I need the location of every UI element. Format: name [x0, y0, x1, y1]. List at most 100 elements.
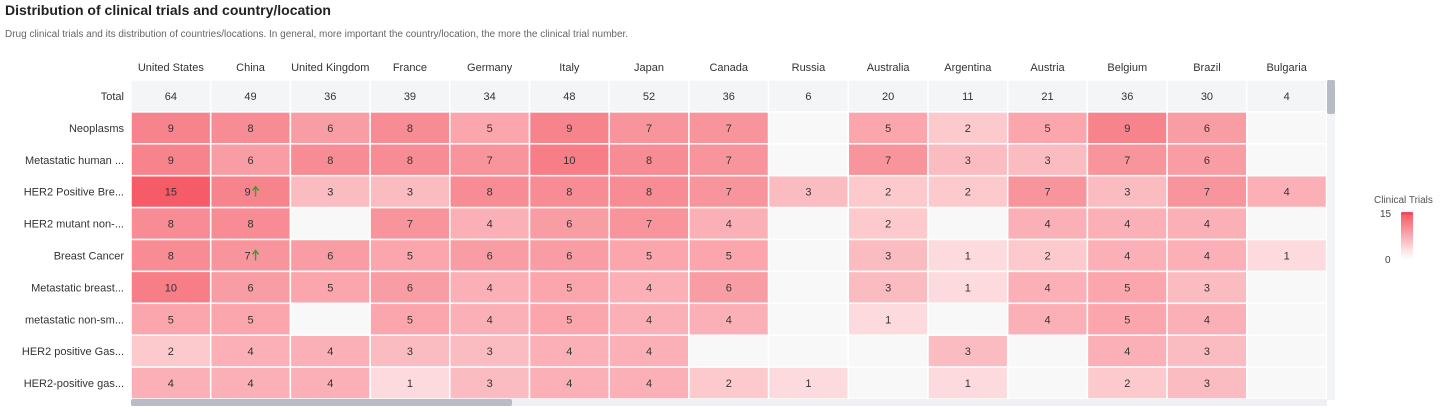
row-label[interactable]: metastatic non-sm...: [25, 314, 124, 326]
cell-value: 4: [646, 378, 652, 390]
row-label[interactable]: HER2-positive gas...: [24, 378, 124, 390]
cell-value: 8: [247, 219, 253, 231]
heatmap-cell[interactable]: [769, 271, 849, 303]
column-header[interactable]: Canada: [709, 62, 748, 74]
heatmap-cell[interactable]: [1247, 335, 1327, 367]
heatmap-cell[interactable]: [1247, 367, 1327, 399]
row-label[interactable]: Neoplasms: [69, 123, 125, 135]
cell-value: 4: [1044, 219, 1050, 231]
heatmap-cell[interactable]: [769, 240, 849, 272]
horizontal-scrollbar-thumb[interactable]: [131, 399, 512, 406]
total-cell-value: 11: [962, 91, 973, 103]
column-header[interactable]: Italy: [559, 62, 580, 74]
cell-value: 7: [1124, 155, 1130, 167]
row-label[interactable]: Metastatic breast...: [31, 282, 124, 294]
cell-value: 1: [965, 282, 971, 294]
column-header[interactable]: Brazil: [1193, 62, 1221, 74]
column-header[interactable]: Russia: [792, 62, 827, 74]
cell-value: 2: [965, 123, 971, 135]
cell-value: 5: [1124, 314, 1130, 326]
heatmap-cell[interactable]: [1247, 271, 1327, 303]
vertical-scrollbar-thumb[interactable]: [1327, 80, 1335, 114]
cell-value: 8: [487, 187, 493, 199]
heatmap-cell[interactable]: [290, 208, 370, 240]
row-label[interactable]: Metastatic human ...: [25, 155, 124, 167]
column-header[interactable]: France: [393, 62, 427, 74]
heatmap-cell[interactable]: [769, 208, 849, 240]
cell-value: 4: [1204, 219, 1210, 231]
cell-value: 6: [1204, 155, 1210, 167]
cell-value: 6: [327, 250, 333, 262]
cell-value: 8: [646, 187, 652, 199]
total-cell-value: 64: [165, 91, 177, 103]
heatmap-cell[interactable]: [1247, 112, 1327, 144]
heatmap-cell[interactable]: [769, 303, 849, 335]
cell-value: 6: [247, 155, 253, 167]
heatmap-cell[interactable]: [1247, 144, 1327, 176]
cell-value: 5: [885, 123, 891, 135]
column-header[interactable]: Japan: [634, 62, 664, 74]
heatmap-cell[interactable]: [928, 208, 1008, 240]
cell-value: 4: [566, 346, 572, 358]
total-cell-value: 21: [1041, 91, 1053, 103]
cell-value: 1: [965, 250, 971, 262]
cell-value: 1: [885, 314, 891, 326]
heatmap-cell[interactable]: [928, 303, 1008, 335]
cell-value: 7: [726, 187, 732, 199]
heatmap-cell[interactable]: [848, 367, 928, 399]
row-label[interactable]: Breast Cancer: [54, 250, 125, 262]
cell-value: 6: [566, 219, 572, 231]
column-header[interactable]: China: [236, 62, 266, 74]
cell-value: 10: [165, 282, 177, 294]
cell-value: 5: [1124, 282, 1130, 294]
total-cell-value: 48: [563, 91, 575, 103]
heatmap-cell[interactable]: [769, 112, 849, 144]
total-cell-value: 4: [1284, 91, 1290, 103]
row-label[interactable]: HER2 mutant non-...: [24, 219, 124, 231]
heatmap-cell[interactable]: [1008, 335, 1088, 367]
cell-value: 5: [566, 314, 572, 326]
cell-value: 7: [726, 155, 732, 167]
cell-value: 6: [407, 282, 413, 294]
column-header[interactable]: Belgium: [1107, 62, 1147, 74]
heatmap-cell[interactable]: [769, 335, 849, 367]
heatmap-cell[interactable]: [689, 335, 769, 367]
cell-value: 4: [1124, 250, 1130, 262]
column-header[interactable]: Germany: [467, 62, 513, 74]
heatmap-cell[interactable]: [1247, 303, 1327, 335]
cell-value: 9: [566, 123, 572, 135]
cell-value: 1: [407, 378, 413, 390]
cell-value: 8: [247, 123, 253, 135]
cell-value: 4: [726, 219, 732, 231]
cell-value: 6: [487, 250, 493, 262]
heatmap-cell[interactable]: [290, 303, 370, 335]
row-label[interactable]: HER2 Positive Bre...: [24, 187, 124, 199]
cell-value: 4: [1204, 314, 1210, 326]
column-header[interactable]: Australia: [867, 62, 911, 74]
column-header[interactable]: Austria: [1030, 62, 1065, 74]
cell-value: 7: [646, 219, 652, 231]
column-header[interactable]: Bulgaria: [1266, 62, 1307, 74]
cell-value: 8: [407, 123, 413, 135]
heatmap-cell[interactable]: [769, 144, 849, 176]
column-header[interactable]: Argentina: [944, 62, 992, 74]
cell-value: 5: [407, 250, 413, 262]
heatmap-cell[interactable]: [1247, 208, 1327, 240]
cell-value: 3: [487, 346, 493, 358]
cell-value: 4: [247, 346, 253, 358]
column-header[interactable]: United States: [138, 62, 205, 74]
heatmap-cell[interactable]: [1008, 367, 1088, 399]
legend-range-handle[interactable]: [1401, 212, 1413, 215]
heatmap-cell[interactable]: [848, 335, 928, 367]
total-cell-value: 49: [244, 91, 256, 103]
vertical-scrollbar-track[interactable]: [1327, 80, 1335, 400]
total-cell-value: 20: [882, 91, 894, 103]
cell-value: 4: [1204, 250, 1210, 262]
row-label[interactable]: HER2 positive Gas...: [22, 346, 124, 358]
cell-value: 3: [1204, 346, 1210, 358]
legend-color-scale[interactable]: [1401, 214, 1413, 260]
cell-value: 4: [1124, 219, 1130, 231]
cell-value: 6: [247, 282, 253, 294]
cell-value: 7: [726, 123, 732, 135]
column-header[interactable]: United Kingdom: [291, 62, 369, 74]
